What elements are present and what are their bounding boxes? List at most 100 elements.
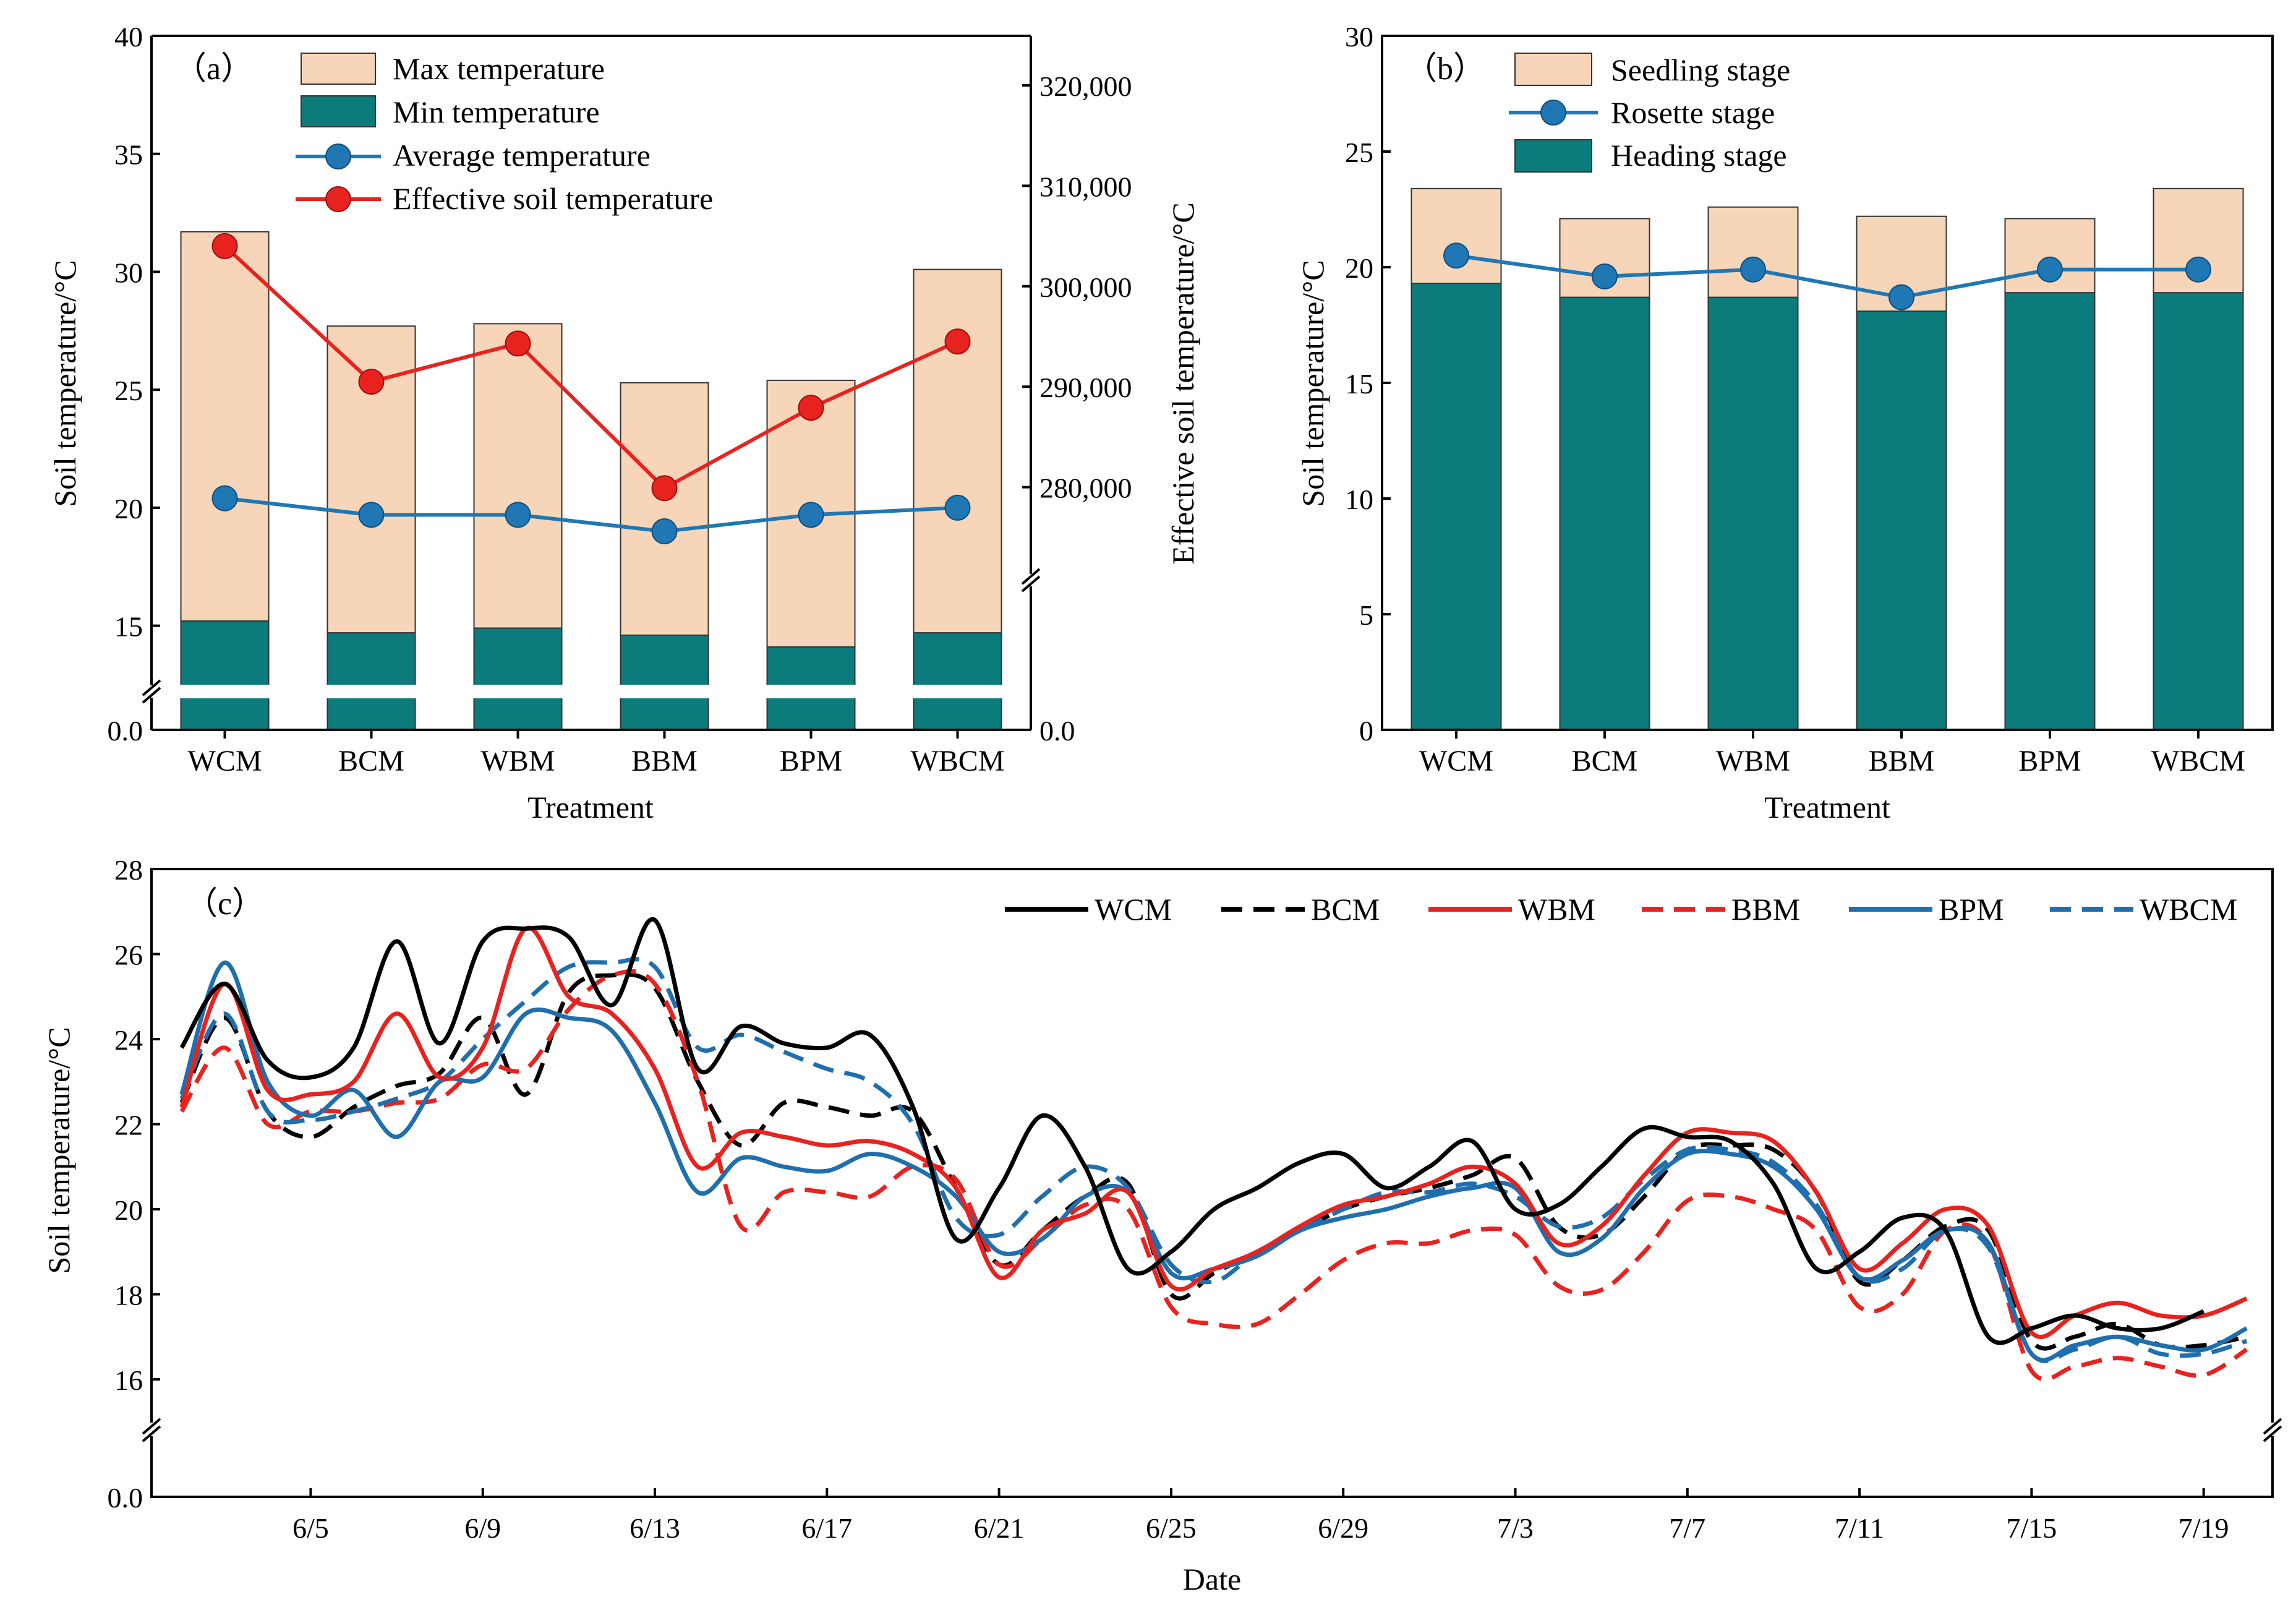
panel-a-x-axis-title: Treatment xyxy=(527,790,654,825)
panel-b-x-tick-label: BCM xyxy=(1572,745,1638,777)
bar-heading-stage-bcm xyxy=(1559,296,1650,730)
panel-b-x-tick-label: BPM xyxy=(2018,745,2081,777)
series-line-bpm xyxy=(179,960,2248,1363)
series-line-wbcm xyxy=(179,957,2248,1363)
point-effective-soil-temperature-wcm xyxy=(211,233,238,259)
panel-a-label: （a） xyxy=(174,51,253,87)
panel-a-y-tick-label: 35 xyxy=(114,139,143,171)
panel-a-y-tick-label: 40 xyxy=(114,21,143,53)
point-average-temperature-wcm xyxy=(211,485,238,512)
legend-swatch-max-temperature xyxy=(301,53,376,85)
line-effective-soil-temperature xyxy=(223,244,958,490)
panel-c-y-tick-label: 20 xyxy=(114,1194,143,1226)
panel-c-y-tick-label: 26 xyxy=(114,940,143,971)
legend-label-heading-stage: Heading stage xyxy=(1611,138,1787,173)
panel-c-x-tick-label: 7/7 xyxy=(1669,1512,1705,1544)
legend-marker-effective-soil-temperature xyxy=(325,186,351,212)
panel-b-x-ticks: WCM BCM WBM BBM BPM WBCM xyxy=(1419,730,2245,777)
legend-label-wbcm: WBCM xyxy=(2140,892,2237,927)
point-average-temperature-bbm xyxy=(651,518,678,545)
panel-c-right-break-mark xyxy=(2263,1418,2282,1435)
point-rosette-stage-bpm xyxy=(2037,256,2063,283)
panel-c-y-ticks: 0.0 16 18 20 22 24 26 28 xyxy=(108,854,160,1514)
panel-b-x-tick-label: WBCM xyxy=(2151,745,2245,777)
legend-label-min-temperature: Min temperature xyxy=(393,95,600,129)
panel-b-label: （b） xyxy=(1405,51,1485,87)
legend-label-seedling-stage: Seedling stage xyxy=(1611,53,1790,87)
panel-b-lines xyxy=(1443,242,2211,311)
bar-heading-stage-bpm xyxy=(2004,292,2096,730)
panel-a-y-axis-title: Soil temperature/°C xyxy=(48,260,82,507)
bar-min-temperature-wbcm xyxy=(913,632,1002,731)
panel-a-y2-tick-label: 320,000 xyxy=(1039,71,1132,102)
bar-heading-stage-wbcm xyxy=(2153,292,2244,730)
panel-a-x-tick-label: WCM xyxy=(188,745,262,777)
panel-a: 0.0 15 20 25 30 35 40 0.0 280,000 290,000 300,000… xyxy=(48,21,1200,825)
point-average-temperature-wbcm xyxy=(944,494,971,521)
panel-c-x-tick-label: 6/17 xyxy=(801,1512,852,1544)
panel-a-x-tick-label: BCM xyxy=(338,745,404,777)
panel-a-y2-tick-label: 0.0 xyxy=(1039,715,1075,747)
legend-label-bpm: BPM xyxy=(1939,892,2004,927)
legend-marker-average-temperature xyxy=(325,143,351,169)
panel-c-left-break-mark xyxy=(142,1425,161,1442)
panel-a-right-break-mark xyxy=(1021,568,1041,585)
panel-a-y2-tick-label: 300,000 xyxy=(1039,272,1132,303)
panel-b-x-tick-label: WBM xyxy=(1716,745,1790,777)
panel-c-x-tick-label: 6/29 xyxy=(1318,1512,1368,1544)
panel-c-y-tick-label: 28 xyxy=(114,854,143,886)
panel-c-x-tick-label: 6/25 xyxy=(1146,1512,1197,1544)
panel-a-y2-tick-label: 310,000 xyxy=(1039,171,1132,202)
panel-b-x-axis-title: Treatment xyxy=(1764,790,1890,825)
point-effective-soil-temperature-bbm xyxy=(651,475,678,502)
panel-c-left-break-mark xyxy=(142,1418,161,1435)
panel-c-x-tick-label: 7/19 xyxy=(2179,1512,2229,1544)
legend-label-wbm: WBM xyxy=(1518,892,1595,927)
panel-c-legend: WCM BCM WBM BBM BPM WBCM xyxy=(1005,892,2237,927)
panel-b-x-tick-label: WCM xyxy=(1419,745,1493,777)
bar-heading-stage-wbm xyxy=(1707,296,1799,730)
panel-b-y-tick-label: 10 xyxy=(1345,484,1373,515)
panel-a-x-tick-label: WBCM xyxy=(910,745,1004,777)
panel-a-y-tick-label: 25 xyxy=(114,375,143,406)
panel-c-x-ticks: 6/5 6/9 6/13 6/17 6/21 6/25 6/29 7/3 7/7 7/11 7/15… xyxy=(292,1488,2229,1544)
panel-c-label: （c） xyxy=(186,886,264,922)
panel-b-y-tick-label: 20 xyxy=(1345,252,1373,284)
panel-b-x-tick-label: BBM xyxy=(1869,745,1935,777)
series-line-wcm xyxy=(179,917,2205,1345)
point-average-temperature-bcm xyxy=(358,502,385,528)
panel-c-x-tick-label: 7/15 xyxy=(2006,1512,2057,1544)
point-rosette-stage-bcm xyxy=(1592,263,1618,289)
panel-c-right-break-mark xyxy=(2263,1425,2282,1442)
panel-c-y-tick-label: 16 xyxy=(114,1364,143,1396)
panel-c-y-tick-label: 18 xyxy=(114,1280,143,1311)
panel-a-y-tick-label: 0.0 xyxy=(108,715,143,747)
panel-c-y-tick-label: 0.0 xyxy=(108,1482,143,1514)
panel-a-left-break-mark xyxy=(142,679,161,696)
panel-a-y2-tick-label: 290,000 xyxy=(1039,372,1132,403)
legend-swatch-seedling-stage xyxy=(1514,53,1592,86)
legend-label-wcm: WCM xyxy=(1095,892,1172,927)
panel-a-x-ticks: WCM BCM WBM BBM BPM WBCM xyxy=(188,730,1005,777)
panel-a-y-tick-label: 15 xyxy=(114,611,143,643)
point-rosette-stage-wbm xyxy=(1740,256,1766,283)
panel-c-y-tick-label: 22 xyxy=(114,1110,143,1141)
point-effective-soil-temperature-wbm xyxy=(505,330,531,357)
line-average-temperature xyxy=(224,496,958,534)
panel-b-y-tick-label: 25 xyxy=(1345,137,1373,168)
panel-c-x-tick-label: 7/3 xyxy=(1497,1512,1534,1544)
bar-heading-stage-wcm xyxy=(1410,283,1502,730)
panel-a-x-tick-label: BBM xyxy=(631,745,698,777)
panel-a-y-tick-label: 30 xyxy=(114,257,143,288)
panel-a-y2-tick-label: 280,000 xyxy=(1039,473,1132,504)
point-effective-soil-temperature-wbcm xyxy=(944,328,971,355)
panel-c-y-axis-title: Soil temperature/°C xyxy=(41,1027,76,1274)
panel-c-x-tick-label: 6/13 xyxy=(629,1512,680,1544)
point-average-temperature-bpm xyxy=(798,502,824,528)
legend-label-effective-soil-temperature: Effective soil temperature xyxy=(393,181,713,216)
point-rosette-stage-wcm xyxy=(1443,242,1469,269)
panel-b-y-tick-label: 0 xyxy=(1359,715,1373,747)
bar-min-temperature-bbm xyxy=(620,634,709,730)
